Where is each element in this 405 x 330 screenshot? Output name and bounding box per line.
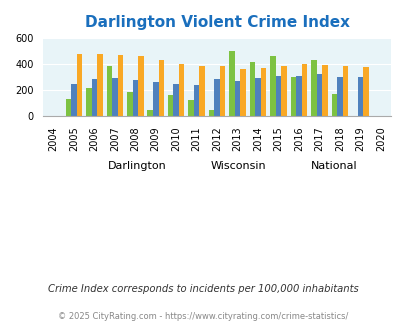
Bar <box>275 76 281 116</box>
Bar <box>147 110 153 116</box>
Bar <box>71 84 77 116</box>
Bar <box>112 78 117 116</box>
Bar <box>260 68 266 116</box>
Bar <box>249 62 255 116</box>
Bar <box>66 99 71 116</box>
Bar <box>220 66 225 116</box>
Bar <box>336 77 342 116</box>
Bar <box>106 66 112 116</box>
Bar <box>86 88 92 116</box>
Bar <box>321 65 327 116</box>
Bar <box>331 94 336 116</box>
Text: Crime Index corresponds to incidents per 100,000 inhabitants: Crime Index corresponds to incidents per… <box>47 284 358 294</box>
Bar <box>296 76 301 116</box>
Bar <box>153 82 158 116</box>
Bar <box>240 69 245 116</box>
Title: Darlington Violent Crime Index: Darlington Violent Crime Index <box>84 15 349 30</box>
Legend: Darlington, Wisconsin, National: Darlington, Wisconsin, National <box>72 155 361 175</box>
Bar <box>194 85 199 116</box>
Bar <box>281 66 286 116</box>
Bar <box>208 110 214 116</box>
Bar <box>362 67 368 116</box>
Bar <box>158 60 164 116</box>
Bar <box>173 84 179 116</box>
Bar <box>316 74 321 116</box>
Bar <box>92 79 97 116</box>
Bar <box>97 54 102 116</box>
Bar <box>127 92 132 116</box>
Bar <box>229 50 234 116</box>
Bar <box>234 81 240 116</box>
Bar <box>301 64 307 116</box>
Bar <box>290 77 296 116</box>
Bar <box>310 60 316 116</box>
Bar <box>117 55 123 116</box>
Bar <box>270 56 275 116</box>
Bar <box>138 56 143 116</box>
Text: © 2025 CityRating.com - https://www.cityrating.com/crime-statistics/: © 2025 CityRating.com - https://www.city… <box>58 313 347 321</box>
Bar <box>168 95 173 116</box>
Bar <box>77 54 82 116</box>
Bar <box>132 80 138 116</box>
Bar <box>342 66 347 116</box>
Bar <box>255 78 260 116</box>
Bar <box>179 64 184 116</box>
Bar <box>188 100 194 116</box>
Bar <box>214 79 220 116</box>
Bar <box>357 77 362 116</box>
Bar <box>199 66 205 116</box>
